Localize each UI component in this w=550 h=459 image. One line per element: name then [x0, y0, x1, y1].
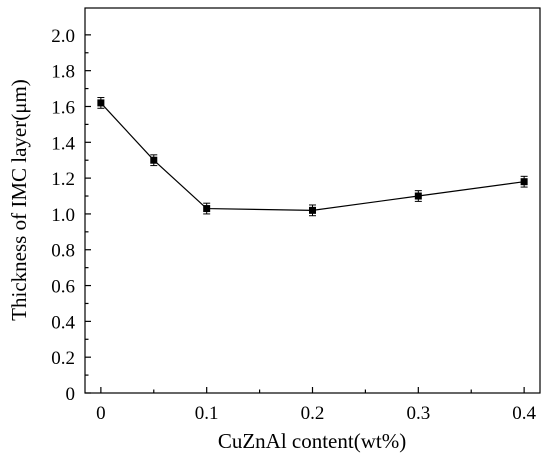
data-point: [150, 156, 158, 164]
x-tick-label: 0: [96, 403, 106, 424]
x-tick-label: 0.2: [301, 403, 325, 424]
y-tick-label: 0: [66, 384, 76, 405]
y-tick-label: 1.2: [51, 169, 75, 190]
y-tick-label: 1.0: [51, 205, 75, 226]
y-tick-label: 0.8: [51, 241, 75, 262]
error-bars: [97, 97, 528, 217]
data-point: [97, 99, 105, 107]
x-tick-label: 0.3: [406, 403, 430, 424]
x-tick-label: 0.4: [512, 403, 536, 424]
y-tick-label: 0.6: [51, 277, 75, 298]
y-axis-label: Thickness of IMC layer(μm): [7, 79, 31, 321]
x-axis-label: CuZnAl content(wt%): [218, 429, 406, 453]
y-tick-label: 1.4: [51, 133, 75, 154]
plot-frame: [84, 7, 541, 394]
y-tick-label: 1.8: [51, 62, 75, 83]
y-tick-label: 1.6: [51, 97, 75, 118]
series-line: [100, 102, 525, 211]
tick-labels: 0 0.1 0.2 0.3 0.4 0 0.2 0.4 0.6 0.8 1.0 1.2 1.4 1.6 1.…: [51, 26, 536, 424]
data-point: [520, 178, 528, 186]
data-point: [414, 192, 422, 200]
y-tick-label: 0.4: [51, 312, 75, 333]
data-point: [203, 205, 211, 213]
ticks: [85, 34, 525, 394]
x-tick-label: 0.1: [195, 403, 219, 424]
markers: [97, 99, 528, 214]
y-tick-label: 0.2: [51, 348, 75, 369]
data-point: [309, 206, 316, 214]
y-tick-label: 2.0: [51, 26, 75, 47]
